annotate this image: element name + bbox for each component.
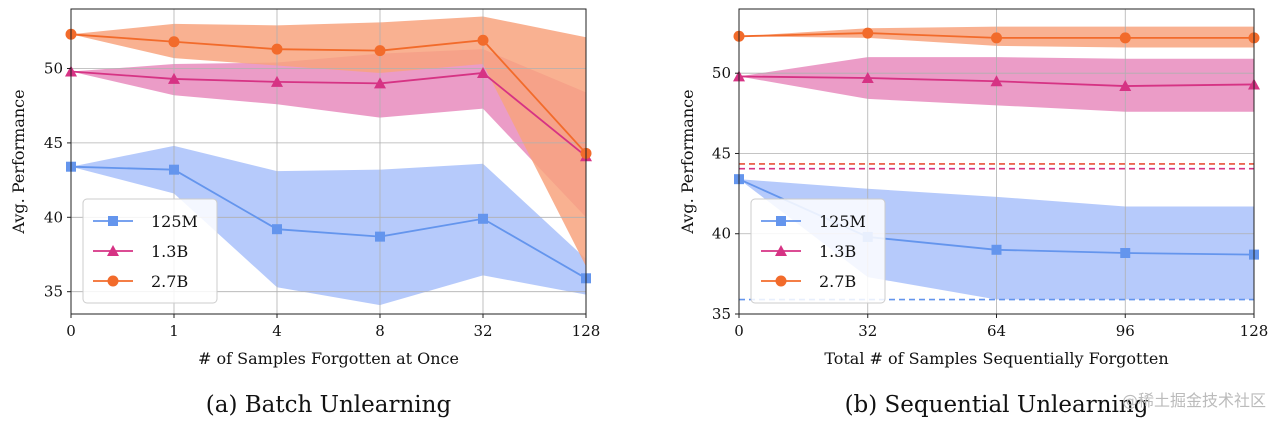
y-axis-label: Avg. Performance bbox=[9, 89, 28, 234]
legend-marker-125M bbox=[776, 216, 786, 226]
legend-label-1.3B: 1.3B bbox=[151, 242, 188, 261]
series-line-2.7B bbox=[70, 33, 587, 154]
x-tick-labels: 0 32 64 96 128 bbox=[734, 314, 1268, 340]
confidence-bands bbox=[71, 16, 586, 306]
series-line-1.3B bbox=[70, 70, 587, 157]
x-tick-0: 0 bbox=[734, 322, 744, 340]
x-tick-4: 4 bbox=[272, 322, 282, 340]
x-tick-1: 1 bbox=[169, 322, 179, 340]
series-markers bbox=[65, 28, 592, 284]
band-125M bbox=[71, 145, 586, 306]
point-2.7B-1 bbox=[862, 27, 874, 39]
x-tick-32: 32 bbox=[858, 322, 877, 340]
point-125M-3 bbox=[1120, 248, 1131, 258]
plot-frame bbox=[70, 8, 587, 315]
point-1.3B-3 bbox=[374, 77, 386, 89]
chart-panel-sequential-unlearning: 0 32 64 96 128 35 40 45 50 Total # of Samples S… bbox=[678, 8, 1268, 418]
x-tick-128: 128 bbox=[1240, 322, 1269, 340]
y-tick-40: 40 bbox=[44, 208, 63, 226]
x-tick-0: 0 bbox=[66, 322, 76, 340]
legend-label-125M: 125M bbox=[819, 212, 866, 231]
point-1.3B-3 bbox=[1119, 80, 1132, 92]
point-125M-2 bbox=[272, 224, 282, 235]
point-1.3B-2 bbox=[271, 75, 283, 87]
legend: 125M 1.3B 2.7B bbox=[750, 198, 886, 304]
legend-label-1.3B: 1.3B bbox=[819, 242, 856, 261]
point-2.7B-3 bbox=[1119, 32, 1131, 44]
point-125M-3 bbox=[375, 231, 385, 242]
point-1.3B-1 bbox=[168, 72, 180, 84]
y-axis-label: Avg. Performance bbox=[678, 89, 697, 234]
legend-marker-1.3B bbox=[775, 245, 787, 256]
x-tick-64: 64 bbox=[987, 322, 1006, 340]
x-tick-labels: 0 1 4 8 32 128 bbox=[66, 314, 600, 340]
y-tick-50: 50 bbox=[712, 64, 731, 82]
y-tick-45: 45 bbox=[712, 144, 731, 162]
point-1.3B-2 bbox=[990, 75, 1003, 87]
point-125M-1 bbox=[169, 164, 179, 175]
legend-marker-125M bbox=[108, 216, 118, 226]
point-2.7B-4 bbox=[477, 34, 489, 46]
legend-label-2.7B: 2.7B bbox=[151, 272, 188, 291]
x-tick-96: 96 bbox=[1116, 322, 1135, 340]
y-tick-50: 50 bbox=[44, 60, 63, 78]
x-axis-label: # of Samples Forgotten at Once bbox=[198, 349, 459, 368]
band-1.3B bbox=[71, 49, 586, 218]
y-tick-35: 35 bbox=[44, 283, 63, 301]
y-tick-labels: 35 40 45 50 bbox=[44, 60, 71, 301]
y-tick-35: 35 bbox=[712, 305, 731, 323]
legend-label-125M: 125M bbox=[151, 212, 198, 231]
point-125M-2 bbox=[991, 244, 1002, 255]
x-tick-128: 128 bbox=[572, 322, 601, 340]
panel-caption: (b) Sequential Unlearning bbox=[845, 392, 1149, 418]
legend-marker-2.7B bbox=[775, 275, 787, 287]
series-line-125M bbox=[70, 165, 587, 280]
point-1.3B-4 bbox=[477, 66, 489, 78]
point-1.3B-1 bbox=[861, 72, 874, 84]
band-2.7B bbox=[71, 16, 586, 267]
x-tick-8: 8 bbox=[375, 322, 385, 340]
panel-caption: (a) Batch Unlearning bbox=[206, 392, 452, 418]
legend-marker-1.3B bbox=[107, 245, 119, 256]
legend-marker-2.7B bbox=[107, 275, 119, 287]
x-tick-32: 32 bbox=[473, 322, 492, 340]
legend-label-2.7B: 2.7B bbox=[819, 272, 856, 291]
y-tick-labels: 35 40 45 50 bbox=[712, 64, 739, 323]
point-2.7B-2 bbox=[991, 32, 1002, 44]
x-axis-label: Total # of Samples Sequentially Forgotte… bbox=[824, 349, 1168, 368]
y-tick-40: 40 bbox=[712, 225, 731, 243]
point-2.7B-1 bbox=[168, 36, 180, 48]
point-2.7B-3 bbox=[374, 45, 386, 57]
legend: 125M 1.3B 2.7B bbox=[82, 198, 218, 304]
watermark: @稀土掘金技术社区 bbox=[1122, 391, 1266, 410]
point-2.7B-2 bbox=[271, 43, 283, 55]
point-125M-4 bbox=[478, 213, 488, 224]
y-tick-45: 45 bbox=[44, 134, 63, 152]
series-lines bbox=[70, 33, 587, 280]
chart-panel-batch-unlearning: 0 1 4 8 32 128 35 40 45 50 # of Samples Forgotte… bbox=[9, 8, 600, 418]
